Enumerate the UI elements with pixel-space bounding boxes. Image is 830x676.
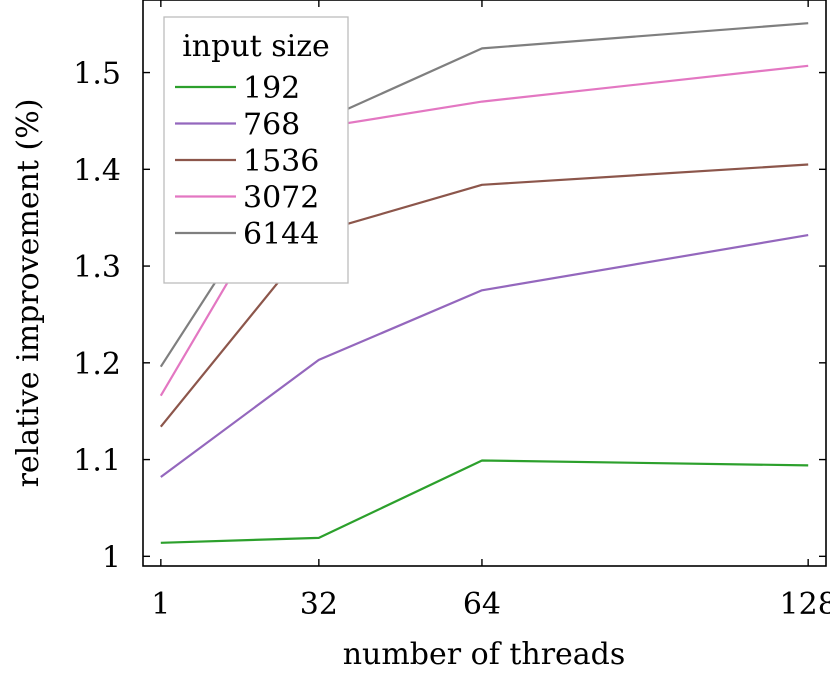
x-axis-ticks: 1 32 64 128 <box>151 0 830 622</box>
series-line-1536 <box>159 163 809 428</box>
legend-label-768: 768 <box>243 108 300 143</box>
y-tick-label: 1.3 <box>73 250 121 285</box>
x-tick-label: 32 <box>300 587 338 622</box>
x-tick-label: 1 <box>151 587 170 622</box>
y-axis-ticks: 1 1.1 1.2 1.3 1.4 1.5 <box>73 57 826 575</box>
legend-label-192: 192 <box>243 71 300 106</box>
legend-label-1536: 1536 <box>243 144 319 179</box>
legend-box <box>163 16 349 284</box>
x-tick-label: 128 <box>780 587 830 622</box>
y-tick-label: 1.4 <box>73 153 121 188</box>
y-tick-label: 1.2 <box>73 347 121 382</box>
legend-label-3072: 3072 <box>243 181 319 216</box>
y-tick-label: 1.1 <box>73 444 121 479</box>
y-tick-label: 1.5 <box>73 57 121 92</box>
x-axis-title: number of threads <box>343 637 626 672</box>
y-axis-title: relative improvement (%) <box>11 99 46 488</box>
series-line-768 <box>160 234 809 478</box>
series-line-192 <box>160 459 809 544</box>
x-tick-label: 64 <box>463 587 501 622</box>
plot-frame <box>142 0 827 567</box>
legend-label-6144: 6144 <box>243 217 319 252</box>
legend-title: input size <box>182 29 330 64</box>
y-tick-label: 1 <box>102 540 121 575</box>
